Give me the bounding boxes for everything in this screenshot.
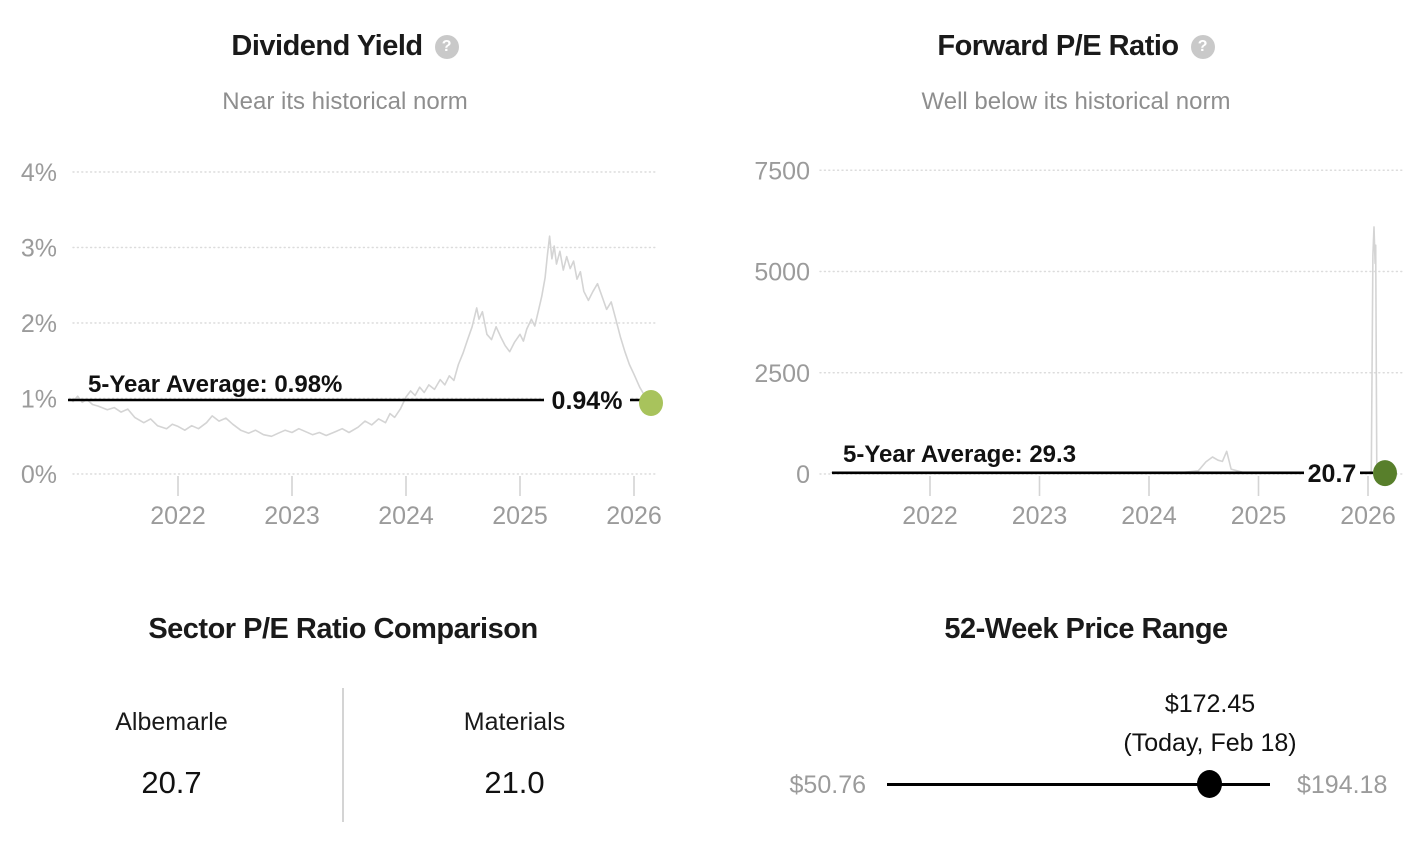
sector-comparison-title: Sector P/E Ratio Comparison <box>148 613 538 645</box>
range-high-label: $194.18 <box>1297 771 1388 799</box>
y-tick-label: 4% <box>21 159 57 187</box>
forward-pe-header: Forward P/E Ratio ? <box>722 30 1416 63</box>
current-price-label: $172.45 <box>1164 690 1256 718</box>
y-tick-label: 3% <box>21 235 57 263</box>
sector-column-label: Albemarle <box>115 708 228 736</box>
sector-column-value: 20.7 <box>141 765 202 800</box>
help-icon[interactable]: ? <box>1190 34 1215 59</box>
y-tick-label: 2500 <box>754 360 810 388</box>
sector-column-value: 21.0 <box>484 765 545 800</box>
current-date-label: (Today, Feb 18) <box>1123 729 1297 757</box>
dividend-yield-title: Dividend Yield <box>231 30 423 62</box>
average-label: 5-Year Average: 0.98% <box>88 371 342 398</box>
x-tick-label: 2023 <box>1012 502 1068 530</box>
x-tick-label: 2022 <box>150 502 206 530</box>
series-path <box>68 235 651 438</box>
y-tick-label: 0% <box>21 461 57 489</box>
x-tick-label: 2023 <box>264 502 320 530</box>
current-label-backing <box>544 386 630 415</box>
y-tick-label: 1% <box>21 386 57 414</box>
x-tick-label: 2024 <box>378 502 434 530</box>
column-divider <box>342 688 344 822</box>
x-tick-label: 2026 <box>1340 502 1396 530</box>
dividend-yield-header: Dividend Yield ? <box>0 30 690 63</box>
price-range-track <box>887 783 1270 786</box>
x-tick-label: 2026 <box>606 502 662 530</box>
dividend-yield-chart: 4% 3% 2% 1% 0% 2022 2023 2024 2025 2026 5-Year Ave… <box>21 159 663 530</box>
sector-column-label: Materials <box>463 708 566 736</box>
y-tick-label: 0 <box>796 461 810 489</box>
current-label-backing <box>1304 458 1360 487</box>
current-value-label: 0.94% <box>552 387 623 415</box>
range-low-label: $50.76 <box>789 771 866 799</box>
forward-pe-subtitle: Well below its historical norm <box>921 88 1231 115</box>
current-value-label: 20.7 <box>1308 460 1357 488</box>
price-range-title: 52-Week Price Range <box>944 613 1228 645</box>
question-mark-glyph: ? <box>1197 37 1208 55</box>
average-label: 5-Year Average: 29.3 <box>843 441 1076 468</box>
x-tick-label: 2024 <box>1121 502 1177 530</box>
x-tick-label: 2022 <box>902 502 958 530</box>
dividend-yield-subtitle: Near its historical norm <box>222 88 468 115</box>
current-value-dot <box>1373 460 1397 487</box>
help-icon[interactable]: ? <box>434 34 459 59</box>
series-path <box>830 226 1387 475</box>
forward-pe-chart: 7500 5000 2500 0 2022 2023 2024 2025 2026 5-Year … <box>754 157 1406 530</box>
y-tick-label: 5000 <box>754 259 810 287</box>
current-value-dot <box>639 390 663 417</box>
current-price-dot <box>1197 770 1222 798</box>
x-tick-label: 2025 <box>1231 502 1287 530</box>
x-tick-label: 2025 <box>492 502 548 530</box>
y-tick-label: 7500 <box>754 157 810 185</box>
y-tick-label: 2% <box>21 310 57 338</box>
forward-pe-title: Forward P/E Ratio <box>937 30 1179 62</box>
question-mark-glyph: ? <box>441 37 452 55</box>
